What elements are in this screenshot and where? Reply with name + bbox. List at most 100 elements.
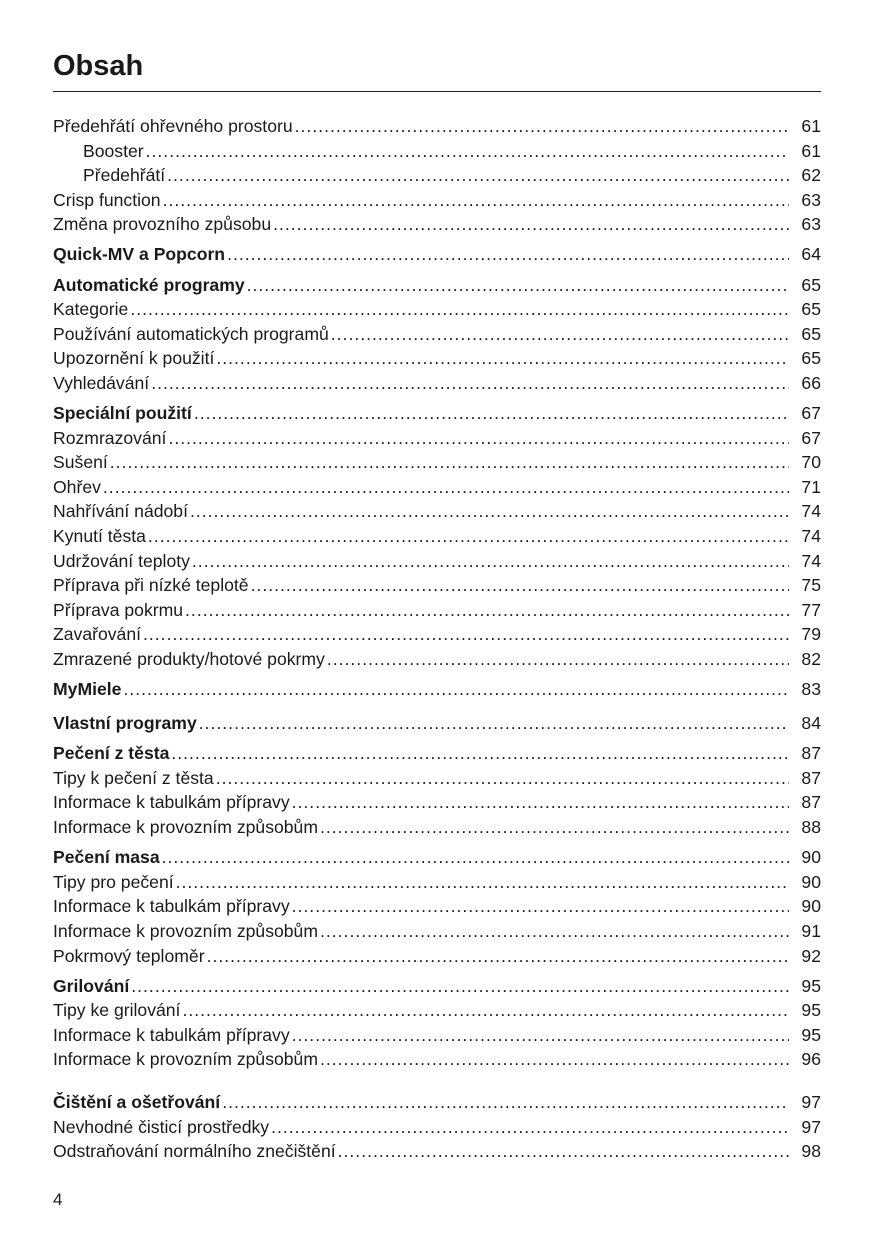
toc-section-entry[interactable]: Čištění a ošetřování 97 xyxy=(53,1090,821,1115)
table-of-contents: Předehřátí ohřevného prostoru 61 Booster 61… xyxy=(53,114,821,1164)
toc-section-entry[interactable]: Quick-MV a Popcorn 64 xyxy=(53,242,821,267)
toc-entry-page: 87 xyxy=(801,792,821,813)
toc-entry[interactable]: Informace k tabulkám přípravy 90 xyxy=(53,894,821,919)
toc-entry[interactable]: Informace k tabulkám přípravy 87 xyxy=(53,790,821,815)
toc-entry-label: Automatické programy xyxy=(53,274,245,295)
toc-section-entry[interactable]: Grilování 95 xyxy=(53,974,821,999)
toc-entry-page: 98 xyxy=(801,1141,821,1162)
toc-entry-label: Rozmrazování xyxy=(53,427,167,448)
toc-entry-page: 92 xyxy=(801,945,821,966)
toc-entry[interactable]: Zavařování 79 xyxy=(53,622,821,647)
toc-entry-label: Tipy k pečení z těsta xyxy=(53,767,214,788)
toc-entry-label: Informace k provozním způsobům xyxy=(53,817,318,838)
toc-entry[interactable]: Nahřívání nádobí 74 xyxy=(53,499,821,524)
toc-entry-label: Informace k provozním způsobům xyxy=(53,920,318,941)
toc-section-entry[interactable]: Automatické programy 65 xyxy=(53,273,821,298)
toc-leader-dots xyxy=(271,1115,789,1140)
toc-leader-dots xyxy=(194,401,789,426)
toc-entry[interactable]: Tipy k pečení z těsta 87 xyxy=(53,766,821,791)
toc-leader-dots xyxy=(292,1023,789,1048)
toc-entry-page: 97 xyxy=(801,1091,821,1112)
toc-leader-dots xyxy=(251,573,789,598)
toc-entry[interactable]: Rozmrazování 67 xyxy=(53,426,821,451)
toc-entry-page: 96 xyxy=(801,1049,821,1070)
toc-entry[interactable]: Booster 61 xyxy=(53,139,821,164)
toc-entry-label: Crisp function xyxy=(53,189,161,210)
toc-entry[interactable]: Pokrmový teploměr 92 xyxy=(53,944,821,969)
toc-leader-dots xyxy=(171,741,789,766)
toc-entry[interactable]: Předehřátí ohřevného prostoru 61 xyxy=(53,114,821,139)
toc-leader-dots xyxy=(167,163,789,188)
toc-entry-label: Tipy pro pečení xyxy=(53,871,174,892)
toc-leader-dots xyxy=(176,870,789,895)
toc-entry[interactable]: Tipy pro pečení 90 xyxy=(53,870,821,895)
toc-entry-page: 83 xyxy=(801,679,821,700)
toc-leader-dots xyxy=(216,346,789,371)
toc-leader-dots xyxy=(185,598,789,623)
toc-entry[interactable]: Kategorie 65 xyxy=(53,297,821,322)
toc-entry-label: Změna provozního způsobu xyxy=(53,214,272,235)
toc-entry[interactable]: Příprava pokrmu 77 xyxy=(53,598,821,623)
toc-entry[interactable]: Odstraňování normálního znečištění 98 xyxy=(53,1139,821,1164)
toc-entry-page: 91 xyxy=(801,920,821,941)
toc-entry[interactable]: Používání automatických programů 65 xyxy=(53,322,821,347)
toc-leader-dots xyxy=(320,1047,789,1072)
toc-entry-page: 65 xyxy=(801,348,821,369)
toc-entry-label: Informace k tabulkám přípravy xyxy=(53,1024,290,1045)
toc-leader-dots xyxy=(327,647,789,672)
toc-leader-dots xyxy=(320,815,789,840)
toc-section-entry[interactable]: Vlastní programy 84 xyxy=(53,711,821,736)
toc-section-entry[interactable]: Speciální použití 67 xyxy=(53,401,821,426)
toc-entry-page: 74 xyxy=(801,501,821,522)
toc-entry-label: Používání automatických programů xyxy=(53,323,329,344)
toc-entry-page: 90 xyxy=(801,847,821,868)
toc-entry-page: 75 xyxy=(801,575,821,596)
toc-entry[interactable]: Příprava při nízké teplotě 75 xyxy=(53,573,821,598)
toc-entry[interactable]: Udržování teploty 74 xyxy=(53,549,821,574)
toc-entry-label: Příprava při nízké teplotě xyxy=(53,575,249,596)
toc-leader-dots xyxy=(103,475,789,500)
toc-section-entry[interactable]: MyMiele 83 xyxy=(53,677,821,702)
toc-entry[interactable]: Změna provozního způsobu 63 xyxy=(53,212,821,237)
toc-entry[interactable]: Informace k provozním způsobům 96 xyxy=(53,1047,821,1072)
toc-entry-label: Pokrmový teploměr xyxy=(53,945,205,966)
toc-entry[interactable]: Informace k provozním způsobům 91 xyxy=(53,919,821,944)
toc-leader-dots xyxy=(192,549,789,574)
toc-entry-page: 87 xyxy=(801,743,821,764)
toc-entry[interactable]: Crisp function 63 xyxy=(53,188,821,213)
toc-entry-page: 90 xyxy=(801,871,821,892)
toc-entry-label: Grilování xyxy=(53,975,130,996)
toc-entry[interactable]: Tipy ke grilování 95 xyxy=(53,998,821,1023)
toc-entry[interactable]: Nevhodné čisticí prostředky 97 xyxy=(53,1115,821,1140)
toc-entry-page: 64 xyxy=(801,244,821,265)
toc-entry-label: Upozornění k použití xyxy=(53,348,215,369)
toc-leader-dots xyxy=(207,944,789,969)
toc-entry-label: Sušení xyxy=(53,452,108,473)
toc-leader-dots xyxy=(148,524,789,549)
toc-section-entry[interactable]: Pečení z těsta 87 xyxy=(53,741,821,766)
toc-entry[interactable]: Kynutí těsta 74 xyxy=(53,524,821,549)
toc-entry-page: 65 xyxy=(801,274,821,295)
toc-entry[interactable]: Informace k provozním způsobům 88 xyxy=(53,815,821,840)
toc-leader-dots xyxy=(295,114,789,139)
toc-entry-label: Quick-MV a Popcorn xyxy=(53,244,226,265)
toc-entry-label: Informace k provozním způsobům xyxy=(53,1049,318,1070)
toc-entry-page: 95 xyxy=(801,975,821,996)
toc-leader-dots xyxy=(292,790,789,815)
toc-entry[interactable]: Zmrazené produkty/hotové pokrmy 82 xyxy=(53,647,821,672)
toc-leader-dots xyxy=(338,1139,789,1164)
toc-entry[interactable]: Informace k tabulkám přípravy 95 xyxy=(53,1023,821,1048)
toc-entry-label: Kategorie xyxy=(53,299,129,320)
toc-entry[interactable]: Předehřátí 62 xyxy=(53,163,821,188)
toc-entry-page: 74 xyxy=(801,550,821,571)
toc-entry[interactable]: Upozornění k použití 65 xyxy=(53,346,821,371)
toc-entry-label: Informace k tabulkám přípravy xyxy=(53,896,290,917)
toc-entry[interactable]: Vyhledávání 66 xyxy=(53,371,821,396)
toc-entry[interactable]: Ohřev 71 xyxy=(53,475,821,500)
toc-leader-dots xyxy=(273,212,789,237)
toc-leader-dots xyxy=(320,919,789,944)
toc-leader-dots xyxy=(182,998,789,1023)
toc-entry[interactable]: Sušení 70 xyxy=(53,450,821,475)
toc-entry-label: Speciální použití xyxy=(53,403,192,424)
toc-section-entry[interactable]: Pečení masa 90 xyxy=(53,845,821,870)
